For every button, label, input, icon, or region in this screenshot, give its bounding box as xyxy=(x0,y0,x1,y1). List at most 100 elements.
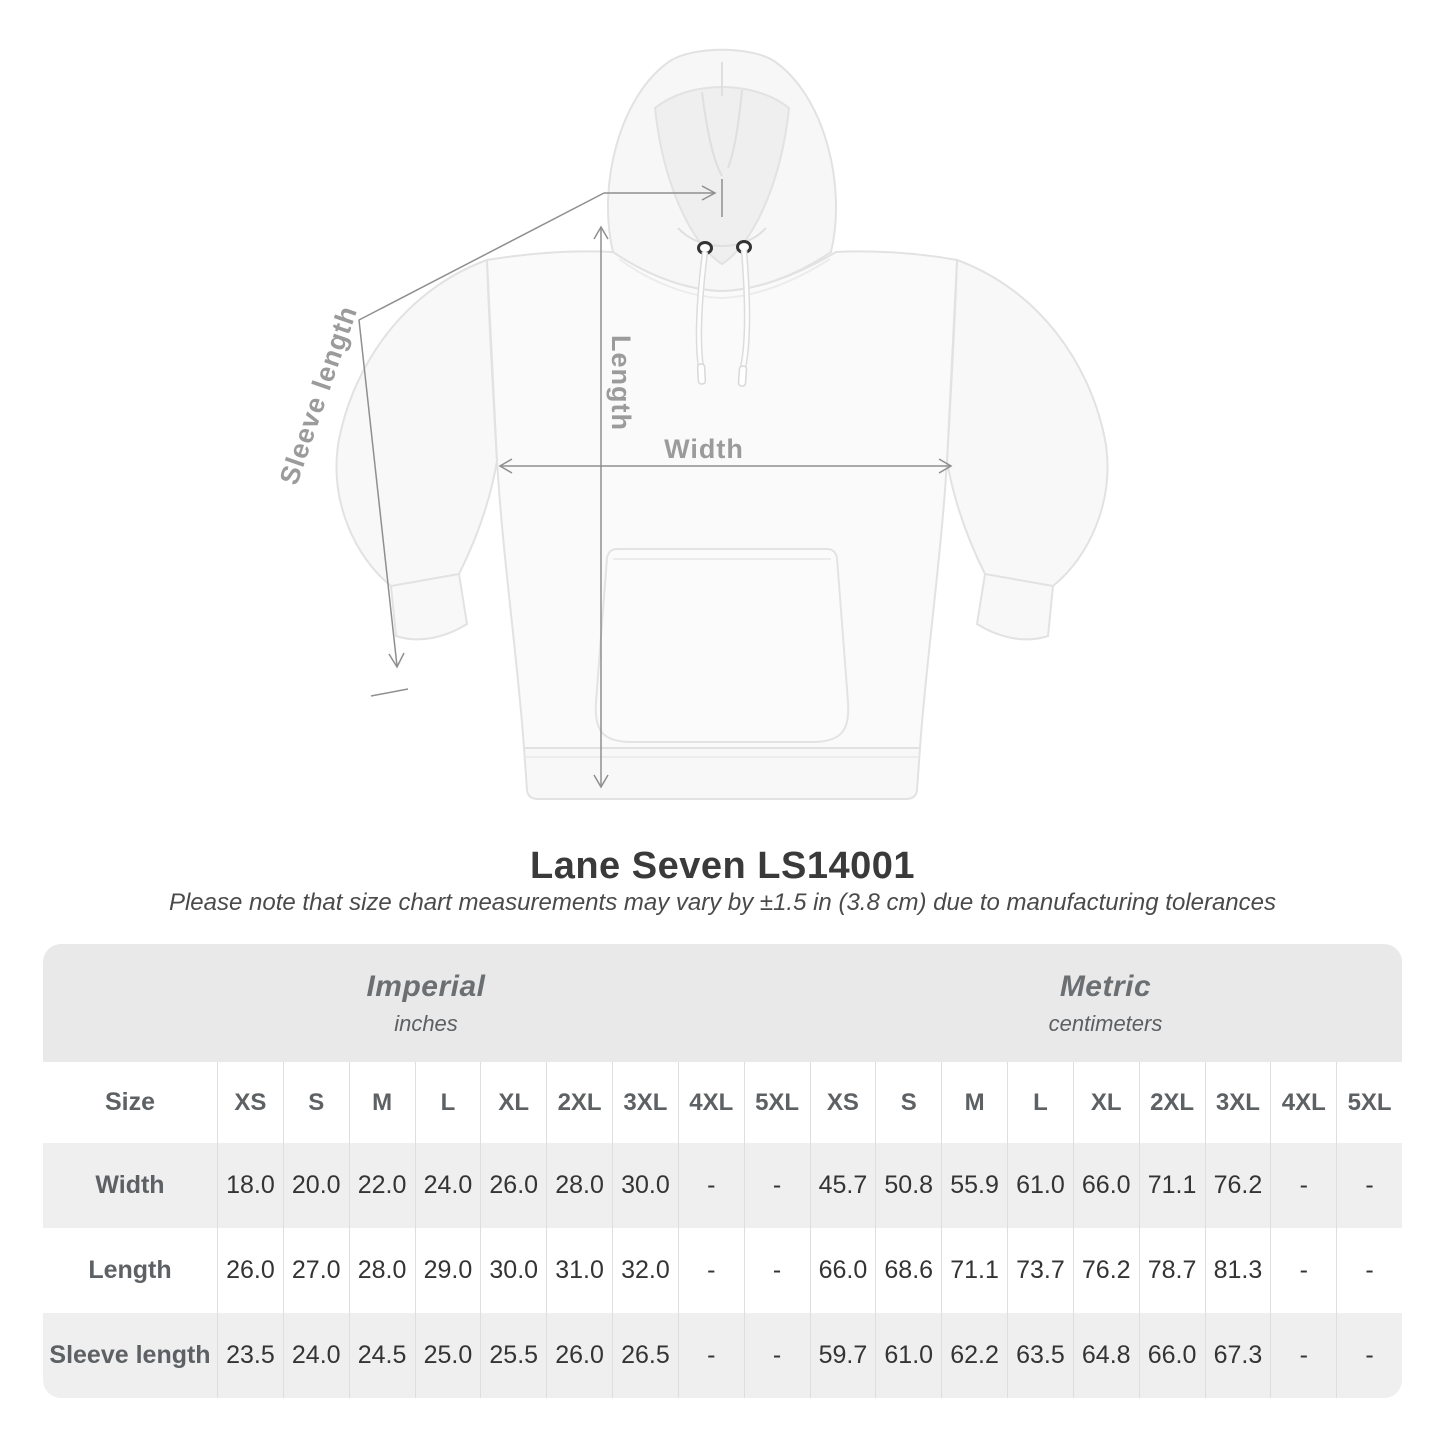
size-header-cell: 3XL xyxy=(1204,1062,1271,1143)
value-cell: - xyxy=(677,1228,744,1313)
value-cell: 63.5 xyxy=(1007,1313,1073,1398)
value-cell: 66.0 xyxy=(1072,1143,1139,1228)
value-cell: - xyxy=(1270,1313,1336,1398)
value-cell: - xyxy=(1336,1313,1402,1398)
measurement-lines xyxy=(358,179,953,789)
value-cell: 62.2 xyxy=(941,1313,1007,1398)
value-cell: 76.2 xyxy=(1204,1143,1271,1228)
size-header-cell: S xyxy=(875,1062,941,1143)
value-cell: - xyxy=(743,1228,810,1313)
metric-label: Metric xyxy=(1059,969,1152,1003)
width-arrowhead-right xyxy=(938,458,953,474)
value-cell: 59.7 xyxy=(809,1313,876,1398)
sleeve-end-tick xyxy=(370,688,409,697)
size-header-cell: XS xyxy=(809,1062,876,1143)
value-cell: 64.8 xyxy=(1072,1313,1139,1398)
value-cell: 61.0 xyxy=(875,1313,941,1398)
value-cell: 25.0 xyxy=(414,1313,481,1398)
grommets xyxy=(697,240,752,255)
value-cell: - xyxy=(1336,1228,1402,1313)
value-cell: 29.0 xyxy=(414,1228,481,1313)
value-cell: 71.1 xyxy=(941,1228,1007,1313)
size-header-cell: M xyxy=(348,1062,415,1143)
value-cell: 81.3 xyxy=(1204,1228,1271,1313)
value-cell: 66.0 xyxy=(1138,1313,1205,1398)
size-header-cell: L xyxy=(414,1062,481,1143)
hoodie-measurement-diagram: Sleeve length Length Width xyxy=(274,48,1109,800)
value-cell: - xyxy=(1270,1228,1336,1313)
value-cell: 28.0 xyxy=(546,1143,612,1228)
value-cell: 26.0 xyxy=(217,1228,283,1313)
size-header-cell: 5XL xyxy=(1336,1062,1402,1143)
value-cell: 20.0 xyxy=(282,1143,349,1228)
neckline-seam xyxy=(618,258,831,300)
value-cell: 26.0 xyxy=(480,1143,546,1228)
value-cell: 23.5 xyxy=(217,1313,283,1398)
imperial-group-header: Imperial inches xyxy=(43,944,809,1062)
value-cell: 50.8 xyxy=(875,1143,941,1228)
length-annotation-label: Length xyxy=(606,335,636,431)
value-cell: 28.0 xyxy=(348,1228,415,1313)
cuff-seams xyxy=(390,573,1054,587)
unit-system-header: Imperial inches Metric centimeters xyxy=(43,944,1402,1062)
row-label: Width xyxy=(95,1171,165,1199)
value-cell: - xyxy=(677,1143,744,1228)
value-cell: 78.7 xyxy=(1138,1228,1205,1313)
centimeters-label: centimeters xyxy=(1048,1010,1163,1036)
metric-group-header: Metric centimeters xyxy=(809,944,1402,1062)
size-header-cell: 5XL xyxy=(743,1062,810,1143)
row-label: Sleeve length xyxy=(49,1341,211,1369)
size-header-cell: XL xyxy=(480,1062,546,1143)
value-cell: 30.0 xyxy=(480,1228,546,1313)
value-cell: 68.6 xyxy=(875,1228,941,1313)
right-sleeve xyxy=(945,258,1109,641)
length-row: Length 26.0 27.0 28.0 29.0 30.0 31.0 32.… xyxy=(43,1228,1402,1313)
value-cell: 26.5 xyxy=(612,1313,678,1398)
value-cell: - xyxy=(743,1313,810,1398)
value-cell: 76.2 xyxy=(1072,1228,1139,1313)
sleeve-arrowhead-right xyxy=(701,185,717,201)
size-column-header: Size xyxy=(104,1088,156,1116)
value-cell: 71.1 xyxy=(1138,1143,1205,1228)
size-header-cell: XL xyxy=(1072,1062,1139,1143)
width-row: Width 18.0 20.0 22.0 24.0 26.0 28.0 30.0… xyxy=(43,1143,1402,1228)
value-cell: 24.5 xyxy=(348,1313,415,1398)
value-cell: 22.0 xyxy=(348,1143,415,1228)
size-header-row: Size XS S M L XL 2XL 3XL 4XL 5XL XS S M … xyxy=(43,1062,1402,1143)
value-cell: 26.0 xyxy=(546,1313,612,1398)
hood-fold-lines xyxy=(677,62,767,247)
size-header-cell: M xyxy=(941,1062,1007,1143)
tolerance-note: Please note that size chart measurements… xyxy=(168,889,1277,916)
length-arrowhead-down xyxy=(593,774,609,789)
value-cell: 32.0 xyxy=(612,1228,678,1313)
width-annotation-label: Width xyxy=(664,434,744,464)
drawstrings xyxy=(695,249,751,387)
waistband xyxy=(522,747,922,800)
size-header-cell: XS xyxy=(217,1062,283,1143)
sleeve-line-diagonal xyxy=(358,192,605,667)
length-arrowhead-up xyxy=(593,225,609,240)
value-cell: 67.3 xyxy=(1204,1313,1271,1398)
value-cell: 66.0 xyxy=(809,1228,876,1313)
size-header-cell: S xyxy=(282,1062,349,1143)
size-chart-table: Imperial inches Metric centimeters Size … xyxy=(43,944,1402,1398)
value-cell: - xyxy=(743,1143,810,1228)
value-cell: 24.0 xyxy=(414,1143,481,1228)
value-cell: 25.5 xyxy=(480,1313,546,1398)
value-cell: 55.9 xyxy=(941,1143,1007,1228)
size-header-cell: L xyxy=(1007,1062,1073,1143)
inches-label: inches xyxy=(394,1010,458,1036)
size-header-cell: 3XL xyxy=(612,1062,678,1143)
size-header-cell: 4XL xyxy=(677,1062,744,1143)
size-header-cell: 2XL xyxy=(1138,1062,1205,1143)
value-cell: 31.0 xyxy=(546,1228,612,1313)
value-cell: 73.7 xyxy=(1007,1228,1073,1313)
value-cell: - xyxy=(1270,1143,1336,1228)
value-cell: - xyxy=(1336,1143,1402,1228)
value-cell: 24.0 xyxy=(282,1313,349,1398)
page-title: Lane Seven LS14001 xyxy=(530,845,915,887)
value-cell: - xyxy=(677,1313,744,1398)
imperial-label: Imperial xyxy=(366,969,486,1003)
width-arrowhead-left xyxy=(498,458,513,474)
